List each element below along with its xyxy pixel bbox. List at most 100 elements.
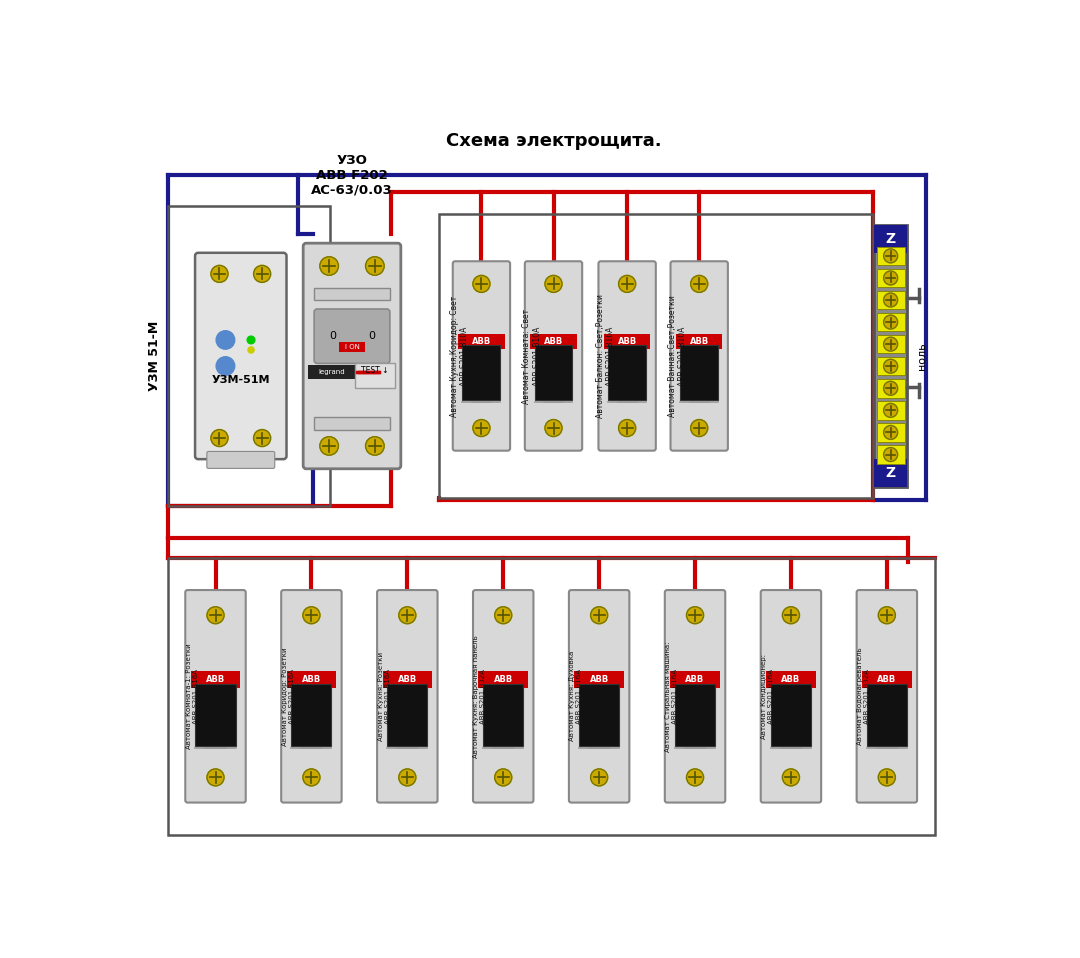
Text: ABB: ABB xyxy=(544,336,563,346)
Bar xyxy=(877,423,905,442)
Circle shape xyxy=(545,276,562,292)
Bar xyxy=(875,225,907,487)
FancyBboxPatch shape xyxy=(473,590,534,803)
Bar xyxy=(286,672,336,688)
FancyBboxPatch shape xyxy=(598,262,656,450)
Text: ABB: ABB xyxy=(206,675,225,684)
Circle shape xyxy=(883,249,897,262)
Text: Автомат Кухня,Коридор: Свет
АВВ S201 B10A: Автомат Кухня,Коридор: Свет АВВ S201 B10… xyxy=(450,295,470,417)
Bar xyxy=(877,401,905,420)
Bar xyxy=(478,672,528,688)
FancyBboxPatch shape xyxy=(186,590,246,803)
Text: Автомат Кухня: Розетки
АВВ S201 B16A: Автомат Кухня: Розетки АВВ S201 B16A xyxy=(378,651,391,741)
Circle shape xyxy=(883,315,897,329)
FancyBboxPatch shape xyxy=(303,243,401,468)
Bar xyxy=(675,684,715,746)
Circle shape xyxy=(254,265,271,283)
Circle shape xyxy=(619,276,636,292)
Circle shape xyxy=(302,606,320,624)
Circle shape xyxy=(883,381,897,396)
Text: Автомат Коридор: Розетки
АВВ S201 B16A: Автомат Коридор: Розетки АВВ S201 B16A xyxy=(282,647,295,745)
FancyBboxPatch shape xyxy=(377,590,437,803)
Text: ABB: ABB xyxy=(472,336,491,346)
Bar xyxy=(771,684,811,746)
Circle shape xyxy=(254,429,271,446)
Bar xyxy=(530,333,577,349)
Text: ABB: ABB xyxy=(618,336,637,346)
Bar xyxy=(191,672,241,688)
FancyBboxPatch shape xyxy=(453,262,510,450)
Circle shape xyxy=(248,347,254,354)
Text: ноль: ноль xyxy=(917,342,927,370)
FancyBboxPatch shape xyxy=(856,590,917,803)
Text: ABB: ABB xyxy=(686,675,704,684)
Bar xyxy=(535,345,572,400)
Bar xyxy=(877,379,905,398)
Circle shape xyxy=(883,337,897,351)
FancyBboxPatch shape xyxy=(760,590,821,803)
Text: ABB: ABB xyxy=(494,675,513,684)
Text: ABB: ABB xyxy=(301,675,321,684)
Circle shape xyxy=(883,293,897,307)
Bar xyxy=(458,333,504,349)
Bar xyxy=(388,684,428,746)
Circle shape xyxy=(399,606,416,624)
Bar xyxy=(877,335,905,354)
FancyBboxPatch shape xyxy=(281,590,341,803)
Bar xyxy=(313,288,390,300)
Bar xyxy=(608,345,646,400)
Bar xyxy=(680,345,718,400)
Bar xyxy=(167,206,330,506)
Text: Автомат Кондиционер:
АВВ S201 B16A: Автомат Кондиционер: АВВ S201 B16A xyxy=(761,653,774,739)
Text: Z: Z xyxy=(886,232,895,246)
Text: УЗМ-51М: УЗМ-51М xyxy=(212,375,270,385)
Circle shape xyxy=(883,271,897,285)
Text: Автомат Комната-1: Розетки
АВВ S201 B16A: Автомат Комната-1: Розетки АВВ S201 B16A xyxy=(186,644,199,749)
Circle shape xyxy=(302,769,320,786)
Circle shape xyxy=(473,276,490,292)
Text: legrand: legrand xyxy=(319,369,346,375)
Bar xyxy=(877,357,905,376)
Bar xyxy=(575,672,624,688)
Bar xyxy=(877,445,905,464)
Bar xyxy=(292,684,332,746)
Bar xyxy=(579,684,619,746)
Bar xyxy=(195,684,235,746)
Text: УЗМ 51-М: УЗМ 51-М xyxy=(148,321,161,391)
Text: ABB: ABB xyxy=(397,675,417,684)
FancyBboxPatch shape xyxy=(195,253,286,459)
Circle shape xyxy=(216,356,234,376)
Circle shape xyxy=(687,769,703,786)
Circle shape xyxy=(691,276,707,292)
Text: УЗО
АВВ F202
АС-63/0.03: УЗО АВВ F202 АС-63/0.03 xyxy=(311,153,393,196)
Text: 0: 0 xyxy=(368,331,375,341)
Circle shape xyxy=(365,257,384,275)
Circle shape xyxy=(782,606,799,624)
Circle shape xyxy=(883,425,897,440)
Text: Автомат Ванная:Свет,Розетки
АВВ S201 B10A: Автомат Ванная:Свет,Розетки АВВ S201 B10… xyxy=(667,295,687,417)
Text: Автомат Водонагреватель
АВВ S201 B32A: Автомат Водонагреватель АВВ S201 B32A xyxy=(858,648,870,745)
Circle shape xyxy=(399,769,416,786)
Bar xyxy=(875,459,907,487)
Circle shape xyxy=(591,606,608,624)
Circle shape xyxy=(782,769,799,786)
FancyBboxPatch shape xyxy=(207,451,274,468)
Text: Автомат Кухня: Духовка
АВВ S201 B16A: Автомат Кухня: Духовка АВВ S201 B16A xyxy=(569,651,582,741)
Circle shape xyxy=(320,437,338,455)
Circle shape xyxy=(495,606,512,624)
Circle shape xyxy=(207,606,224,624)
Circle shape xyxy=(545,420,562,437)
Text: Z: Z xyxy=(886,466,895,480)
Text: Автомат Комната: Свет
АВВ S201 B10A: Автомат Комната: Свет АВВ S201 B10A xyxy=(522,308,541,403)
Circle shape xyxy=(216,331,234,350)
FancyBboxPatch shape xyxy=(569,590,630,803)
Circle shape xyxy=(883,359,897,374)
Text: Автомат Стиральная машина:
АВВ S201 B16A: Автомат Стиральная машина: АВВ S201 B16A xyxy=(665,641,678,752)
Bar xyxy=(877,291,905,309)
Circle shape xyxy=(687,606,703,624)
Text: ABB: ABB xyxy=(689,336,708,346)
Bar xyxy=(483,684,524,746)
Bar xyxy=(462,345,500,400)
Bar xyxy=(438,214,873,498)
Bar xyxy=(167,558,935,835)
